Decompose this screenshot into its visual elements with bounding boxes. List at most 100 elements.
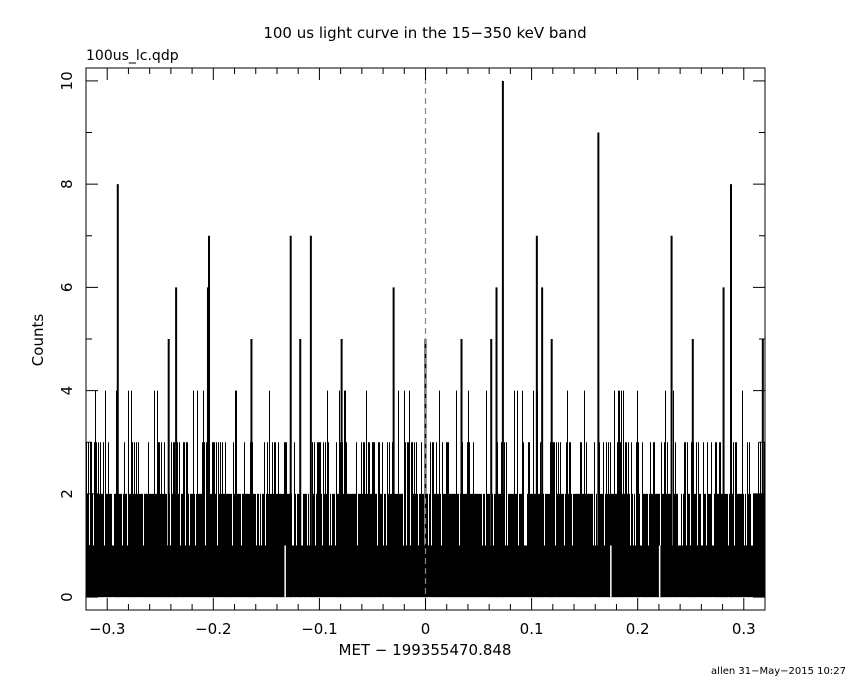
bar bbox=[253, 493, 254, 598]
peak-bar bbox=[309, 235, 312, 598]
bar bbox=[277, 493, 278, 598]
bar bbox=[220, 442, 221, 598]
bar bbox=[716, 442, 717, 598]
bar bbox=[685, 442, 686, 598]
bar bbox=[651, 493, 652, 598]
bar bbox=[285, 442, 286, 598]
bar bbox=[404, 390, 405, 598]
bar bbox=[711, 442, 712, 598]
bar bbox=[571, 493, 572, 598]
bar bbox=[612, 493, 613, 598]
bar bbox=[138, 442, 139, 598]
bar bbox=[445, 493, 446, 598]
bar bbox=[455, 493, 456, 598]
bar bbox=[718, 493, 719, 598]
bar bbox=[447, 442, 448, 598]
x-tick-label: −0.3 bbox=[89, 620, 125, 638]
peak-bar bbox=[167, 339, 170, 598]
bar bbox=[484, 493, 485, 598]
bar bbox=[146, 493, 147, 598]
bar bbox=[384, 493, 385, 598]
bar bbox=[670, 493, 671, 598]
bar bbox=[494, 493, 495, 598]
bar bbox=[391, 493, 392, 598]
bar bbox=[236, 390, 237, 598]
bar bbox=[355, 493, 356, 598]
bar bbox=[602, 493, 603, 598]
y-tick-label: 4 bbox=[58, 386, 76, 396]
bar bbox=[472, 493, 473, 598]
bar bbox=[157, 390, 158, 598]
bar bbox=[532, 493, 533, 598]
bar bbox=[466, 493, 467, 598]
bar bbox=[573, 493, 574, 598]
bar bbox=[522, 390, 523, 598]
bar bbox=[348, 493, 349, 598]
bar bbox=[359, 493, 360, 598]
bar bbox=[375, 493, 376, 598]
bar bbox=[554, 442, 555, 598]
bar bbox=[673, 390, 674, 598]
bar bbox=[721, 493, 722, 598]
bar bbox=[313, 493, 314, 598]
peak-bar bbox=[729, 184, 732, 598]
bar bbox=[508, 493, 509, 598]
bar bbox=[247, 493, 248, 598]
bar bbox=[350, 493, 351, 598]
bar bbox=[192, 493, 193, 598]
bar bbox=[617, 442, 618, 598]
bar bbox=[244, 442, 245, 598]
bar bbox=[452, 493, 453, 598]
bar bbox=[395, 493, 396, 598]
bar bbox=[162, 493, 163, 598]
bar bbox=[409, 390, 410, 598]
bar bbox=[616, 493, 617, 598]
bar bbox=[634, 493, 635, 598]
bar bbox=[644, 493, 645, 598]
bar bbox=[436, 442, 437, 598]
bar bbox=[114, 493, 115, 598]
bar bbox=[695, 493, 696, 598]
bar bbox=[650, 442, 651, 598]
bar bbox=[423, 493, 424, 598]
bar bbox=[252, 442, 253, 598]
bar bbox=[211, 493, 212, 598]
bar bbox=[314, 442, 315, 598]
bar bbox=[416, 442, 417, 598]
bar bbox=[119, 493, 120, 598]
bar bbox=[581, 442, 582, 598]
bar bbox=[204, 442, 205, 598]
bar bbox=[124, 442, 125, 598]
bar bbox=[330, 493, 331, 598]
bar bbox=[369, 442, 370, 598]
bar bbox=[199, 493, 200, 598]
bar bbox=[636, 442, 637, 598]
bar bbox=[289, 493, 290, 598]
bar bbox=[567, 390, 568, 598]
bar bbox=[757, 493, 758, 598]
bar bbox=[288, 493, 289, 598]
bar bbox=[304, 493, 305, 598]
bar bbox=[749, 442, 750, 598]
bar bbox=[193, 390, 194, 598]
bar bbox=[324, 493, 325, 598]
bar bbox=[754, 493, 755, 598]
bar bbox=[500, 493, 501, 598]
bar bbox=[155, 493, 156, 598]
bar bbox=[364, 442, 365, 598]
bar bbox=[465, 493, 466, 598]
bar bbox=[190, 493, 191, 598]
bar bbox=[334, 493, 335, 598]
bar bbox=[464, 493, 465, 598]
bar bbox=[338, 493, 339, 598]
bar bbox=[237, 493, 238, 598]
bar bbox=[689, 493, 690, 598]
bar bbox=[750, 493, 751, 598]
bar bbox=[239, 493, 240, 598]
bar bbox=[187, 442, 188, 598]
bar bbox=[137, 493, 138, 598]
bar bbox=[613, 493, 614, 598]
bar bbox=[142, 493, 143, 598]
bar bbox=[194, 493, 195, 598]
bar bbox=[402, 493, 403, 598]
